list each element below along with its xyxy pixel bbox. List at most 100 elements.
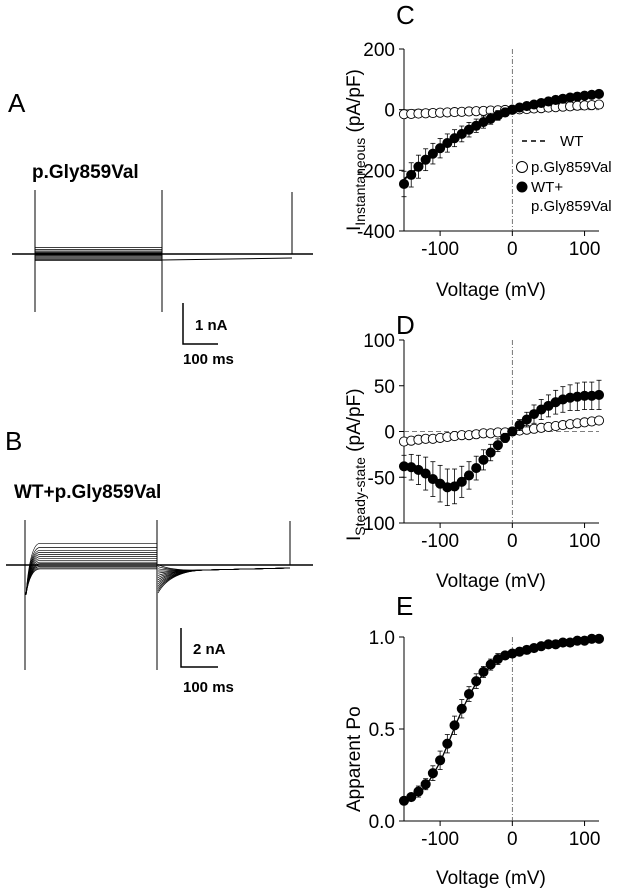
point-combo <box>478 454 489 465</box>
point-combo <box>427 474 438 485</box>
point-combo <box>420 154 431 165</box>
point-combo <box>485 659 496 670</box>
point-combo <box>593 633 605 644</box>
point-combo <box>442 137 453 149</box>
point-combo <box>471 676 482 687</box>
point-combo <box>478 666 489 678</box>
point-combo <box>514 420 525 431</box>
panel-c-chart: -400 -200 0 200 -100 0 100 <box>357 40 605 260</box>
point-combo <box>406 792 417 803</box>
panel-b-trace <box>25 568 157 596</box>
point-combo <box>500 432 511 443</box>
point-combo <box>413 786 424 797</box>
y-tick-label: 0.0 <box>369 812 395 833</box>
panel-b-scale-time: 100 ms <box>183 679 234 696</box>
point-combo <box>471 463 482 474</box>
panel-a-letter: A <box>8 88 26 118</box>
point-combo <box>449 481 460 492</box>
panel-b: B WT+p.Gly859Val 2 nA 100 ms <box>5 426 313 696</box>
legend-wt-label: WT <box>560 133 583 150</box>
x-tick-label: 100 <box>569 829 601 850</box>
panel-b-scale-bar: 2 nA 100 ms <box>180 628 234 696</box>
panel-b-current-traces <box>25 542 291 596</box>
point-combo <box>456 703 467 714</box>
point-combo <box>485 447 496 458</box>
y-tick-label: 0.5 <box>369 720 395 741</box>
point-mut <box>593 415 605 426</box>
panel-d: D -100 -50 0 50 100 -100 0 100 ISteady-state (p… <box>344 310 605 592</box>
point-combo <box>507 426 518 437</box>
point-combo <box>427 148 438 159</box>
point-combo <box>420 468 431 479</box>
y-tick-label: 100 <box>363 331 395 352</box>
legend-combo-label-1: WT+ <box>531 179 563 196</box>
point-combo <box>449 720 460 731</box>
point-combo <box>528 409 540 420</box>
point-combo <box>593 389 605 400</box>
point-combo <box>427 768 438 779</box>
panel-b-trace <box>25 558 157 596</box>
y-tick-label: 200 <box>363 40 395 61</box>
panel-a-title: p.Gly859Val <box>32 162 139 183</box>
panel-a-current-traces <box>35 247 293 261</box>
panel-e-letter: E <box>396 591 413 621</box>
panel-c-legend: WT p.Gly859Val WT+ p.Gly859Val <box>516 133 612 215</box>
panel-c: C -400 -200 0 200 -100 0 100 IInstantaneous (p… <box>344 0 612 301</box>
point-combo <box>593 88 605 99</box>
panel-b-trace <box>25 564 157 596</box>
panel-b-title: WT+p.Gly859Val <box>14 482 161 503</box>
panel-a-scale-current: 1 nA <box>195 317 228 334</box>
panel-b-letter: B <box>5 426 22 456</box>
point-combo <box>420 779 431 790</box>
point-combo <box>463 688 475 700</box>
point-combo <box>492 440 503 451</box>
point-combo <box>456 476 467 487</box>
panel-b-trace <box>25 567 157 596</box>
panel-e-ylabel: Apparent Po <box>344 706 365 812</box>
point-combo <box>521 414 532 425</box>
x-tick-label: 0 <box>507 829 518 850</box>
x-tick-label: 100 <box>569 531 601 552</box>
x-tick-label: -100 <box>421 239 459 260</box>
legend-mut-label: p.Gly859Val <box>531 159 612 176</box>
panel-d-chart: -100 -50 0 50 100 -100 0 100 <box>357 331 605 552</box>
panel-e-chart: 0.0 0.5 1.0 -100 0 100 <box>369 628 605 850</box>
y-tick-label: 0 <box>384 101 395 122</box>
y-tick-label: 50 <box>374 377 395 398</box>
y-tick-label: -100 <box>357 514 395 535</box>
panel-d-letter: D <box>396 310 415 340</box>
panel-c-xlabel: Voltage (mV) <box>436 280 546 301</box>
y-tick-label: 0 <box>384 423 395 444</box>
panel-a-scale-bar: 1 nA 100 ms <box>182 303 234 368</box>
point-combo <box>398 178 410 190</box>
point-combo <box>442 738 453 749</box>
panel-b-tail-trace <box>157 564 291 571</box>
point-combo <box>463 470 475 481</box>
panel-c-ylabel: IInstantaneous (pA/pF) <box>344 69 368 231</box>
x-tick-label: -100 <box>421 531 459 552</box>
point-mut <box>593 99 605 110</box>
panel-d-xlabel: Voltage (mV) <box>436 571 546 592</box>
point-combo <box>435 143 446 154</box>
panel-c-letter: C <box>396 0 415 30</box>
y-tick-label: -50 <box>368 468 395 489</box>
panel-e: E 0.0 0.5 1.0 -100 0 100 Apparent Po Voltage … <box>344 591 605 889</box>
point-combo <box>406 169 417 180</box>
panel-a-scale-time: 100 ms <box>183 351 234 368</box>
legend-mut-marker <box>516 161 528 173</box>
y-tick-label: -200 <box>357 161 395 182</box>
point-combo <box>435 755 446 766</box>
panel-e-xlabel: Voltage (mV) <box>436 868 546 889</box>
panel-a-tail-trace <box>161 257 293 261</box>
panel-b-trace <box>25 561 157 596</box>
y-tick-label: -400 <box>357 222 395 243</box>
panel-b-trace <box>25 549 157 596</box>
panel-a: A p.Gly859Val 1 nA 100 ms <box>8 88 313 368</box>
point-combo <box>413 161 424 172</box>
legend-combo-label-2: p.Gly859Val <box>531 198 612 215</box>
y-tick-label: 1.0 <box>369 628 395 649</box>
x-tick-label: 0 <box>507 531 518 552</box>
panel-b-trace <box>25 563 157 596</box>
x-tick-label: 0 <box>507 239 518 260</box>
